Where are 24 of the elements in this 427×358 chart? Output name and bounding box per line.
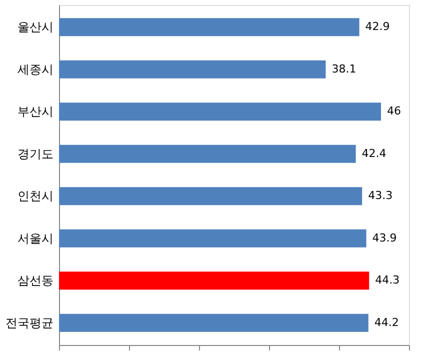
- bar: [59, 229, 366, 248]
- y-tick-label: 세종시: [18, 62, 54, 76]
- data-label: 38.1: [332, 62, 356, 76]
- bar: [59, 272, 370, 290]
- data-label: 44.3: [375, 274, 400, 287]
- data-label: 46: [387, 104, 401, 118]
- data-label: 42.9: [365, 20, 390, 34]
- y-tick-label: 서울시: [18, 231, 54, 246]
- bar: [59, 314, 368, 332]
- bar: [59, 144, 356, 163]
- bar: [59, 187, 362, 206]
- data-label: 43.9: [372, 231, 397, 244]
- data-label: 43.3: [368, 189, 393, 202]
- bar: [59, 18, 360, 36]
- data-label: 44.2: [374, 316, 399, 329]
- y-tick-label: 인천시: [18, 189, 54, 204]
- y-tick-label: 부산시: [18, 104, 54, 119]
- bar: [59, 102, 381, 121]
- y-tick-label: 울산시: [18, 20, 54, 34]
- bar: [59, 60, 326, 78]
- data-label: 42.4: [362, 146, 386, 160]
- y-tick-label: 삼선동: [18, 274, 54, 288]
- y-tick-label: 경기도: [18, 146, 54, 161]
- y-tick-label: 전국평균: [6, 316, 54, 330]
